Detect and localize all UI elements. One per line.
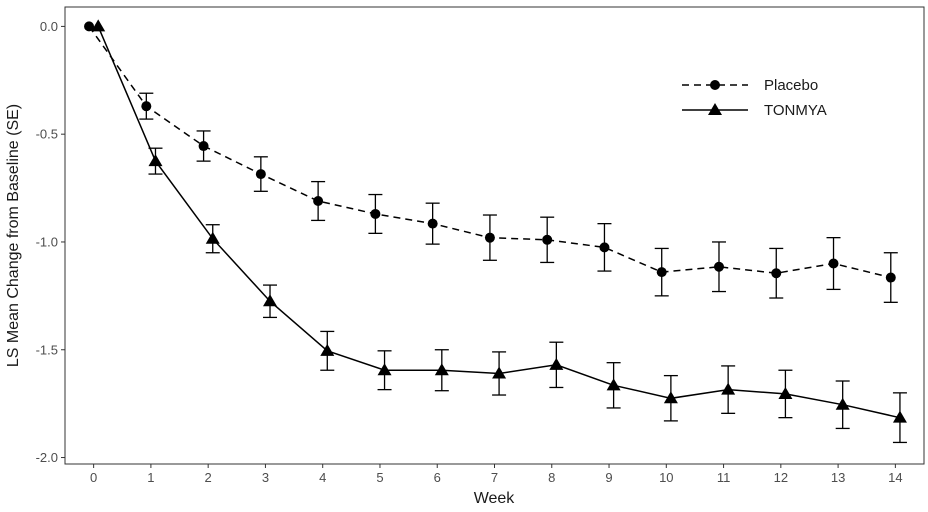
y-tick-label: 0.0 bbox=[40, 19, 58, 34]
x-tick-label: 3 bbox=[262, 470, 269, 485]
tonmya-point bbox=[434, 363, 449, 376]
series-tonmya bbox=[91, 19, 907, 444]
placebo-point bbox=[771, 268, 782, 279]
x-tick-label: 4 bbox=[319, 470, 326, 485]
tonmya-point bbox=[91, 19, 106, 32]
placebo-point bbox=[484, 232, 495, 243]
x-tick-label: 2 bbox=[205, 470, 212, 485]
tonmya-point bbox=[320, 343, 335, 356]
y-tick-label: -1.0 bbox=[36, 234, 58, 249]
tonmya-point bbox=[377, 363, 392, 376]
x-tick-label: 9 bbox=[605, 470, 612, 485]
tonmya-point bbox=[148, 154, 163, 167]
x-tick-label: 13 bbox=[831, 470, 845, 485]
y-axis-title: LS Mean Change from Baseline (SE) bbox=[5, 104, 22, 367]
x-tick-label: 0 bbox=[90, 470, 97, 485]
tonmya-point bbox=[835, 397, 850, 410]
x-tick-label: 10 bbox=[659, 470, 673, 485]
y-tick-label: -2.0 bbox=[36, 450, 58, 465]
placebo-point bbox=[542, 234, 553, 245]
tonmya-point bbox=[263, 294, 278, 307]
tonmya-point bbox=[549, 357, 564, 370]
x-tick-label: 12 bbox=[774, 470, 788, 485]
legend-tonmya-marker bbox=[708, 103, 722, 115]
x-tick-label: 6 bbox=[434, 470, 441, 485]
y-tick-label: -1.5 bbox=[36, 342, 58, 357]
x-tick-label: 7 bbox=[491, 470, 498, 485]
tonmya-point bbox=[663, 391, 678, 404]
legend-placebo-label: Placebo bbox=[764, 77, 818, 94]
tonmya-point bbox=[721, 382, 736, 395]
placebo-point bbox=[427, 218, 438, 229]
x-tick-label: 11 bbox=[717, 470, 731, 485]
x-axis: 0 1 2 3 4 5 6 7 8 9 10 11 12 13 14 bbox=[90, 464, 903, 485]
x-tick-label: 5 bbox=[376, 470, 383, 485]
placebo-point bbox=[656, 267, 667, 278]
x-tick-label: 14 bbox=[888, 470, 902, 485]
legend: Placebo TONMYA bbox=[682, 77, 827, 119]
placebo-point bbox=[599, 242, 610, 253]
legend-placebo-marker bbox=[710, 80, 720, 90]
legend-tonmya-label: TONMYA bbox=[764, 102, 827, 119]
tonmya-point bbox=[205, 231, 220, 244]
series-placebo bbox=[84, 21, 898, 303]
tonmya-point bbox=[492, 366, 507, 379]
placebo-point bbox=[313, 196, 324, 207]
placebo-point bbox=[198, 141, 209, 152]
y-tick-label: -0.5 bbox=[36, 127, 58, 142]
x-axis-title: Week bbox=[474, 490, 516, 507]
tonmya-point bbox=[606, 378, 621, 391]
x-tick-label: 8 bbox=[548, 470, 555, 485]
y-axis: 0.0 -0.5 -1.0 -1.5 -2.0 bbox=[36, 19, 65, 465]
tonmya-point bbox=[892, 410, 907, 423]
tonmya-point bbox=[778, 386, 793, 399]
placebo-point bbox=[885, 272, 896, 283]
series-layer bbox=[84, 19, 907, 444]
x-tick-label: 1 bbox=[147, 470, 154, 485]
placebo-point bbox=[84, 21, 95, 32]
placebo-point bbox=[141, 101, 152, 112]
placebo-point bbox=[370, 208, 381, 219]
placebo-point bbox=[713, 261, 724, 272]
placebo-point bbox=[828, 258, 839, 269]
placebo-point bbox=[255, 169, 266, 180]
